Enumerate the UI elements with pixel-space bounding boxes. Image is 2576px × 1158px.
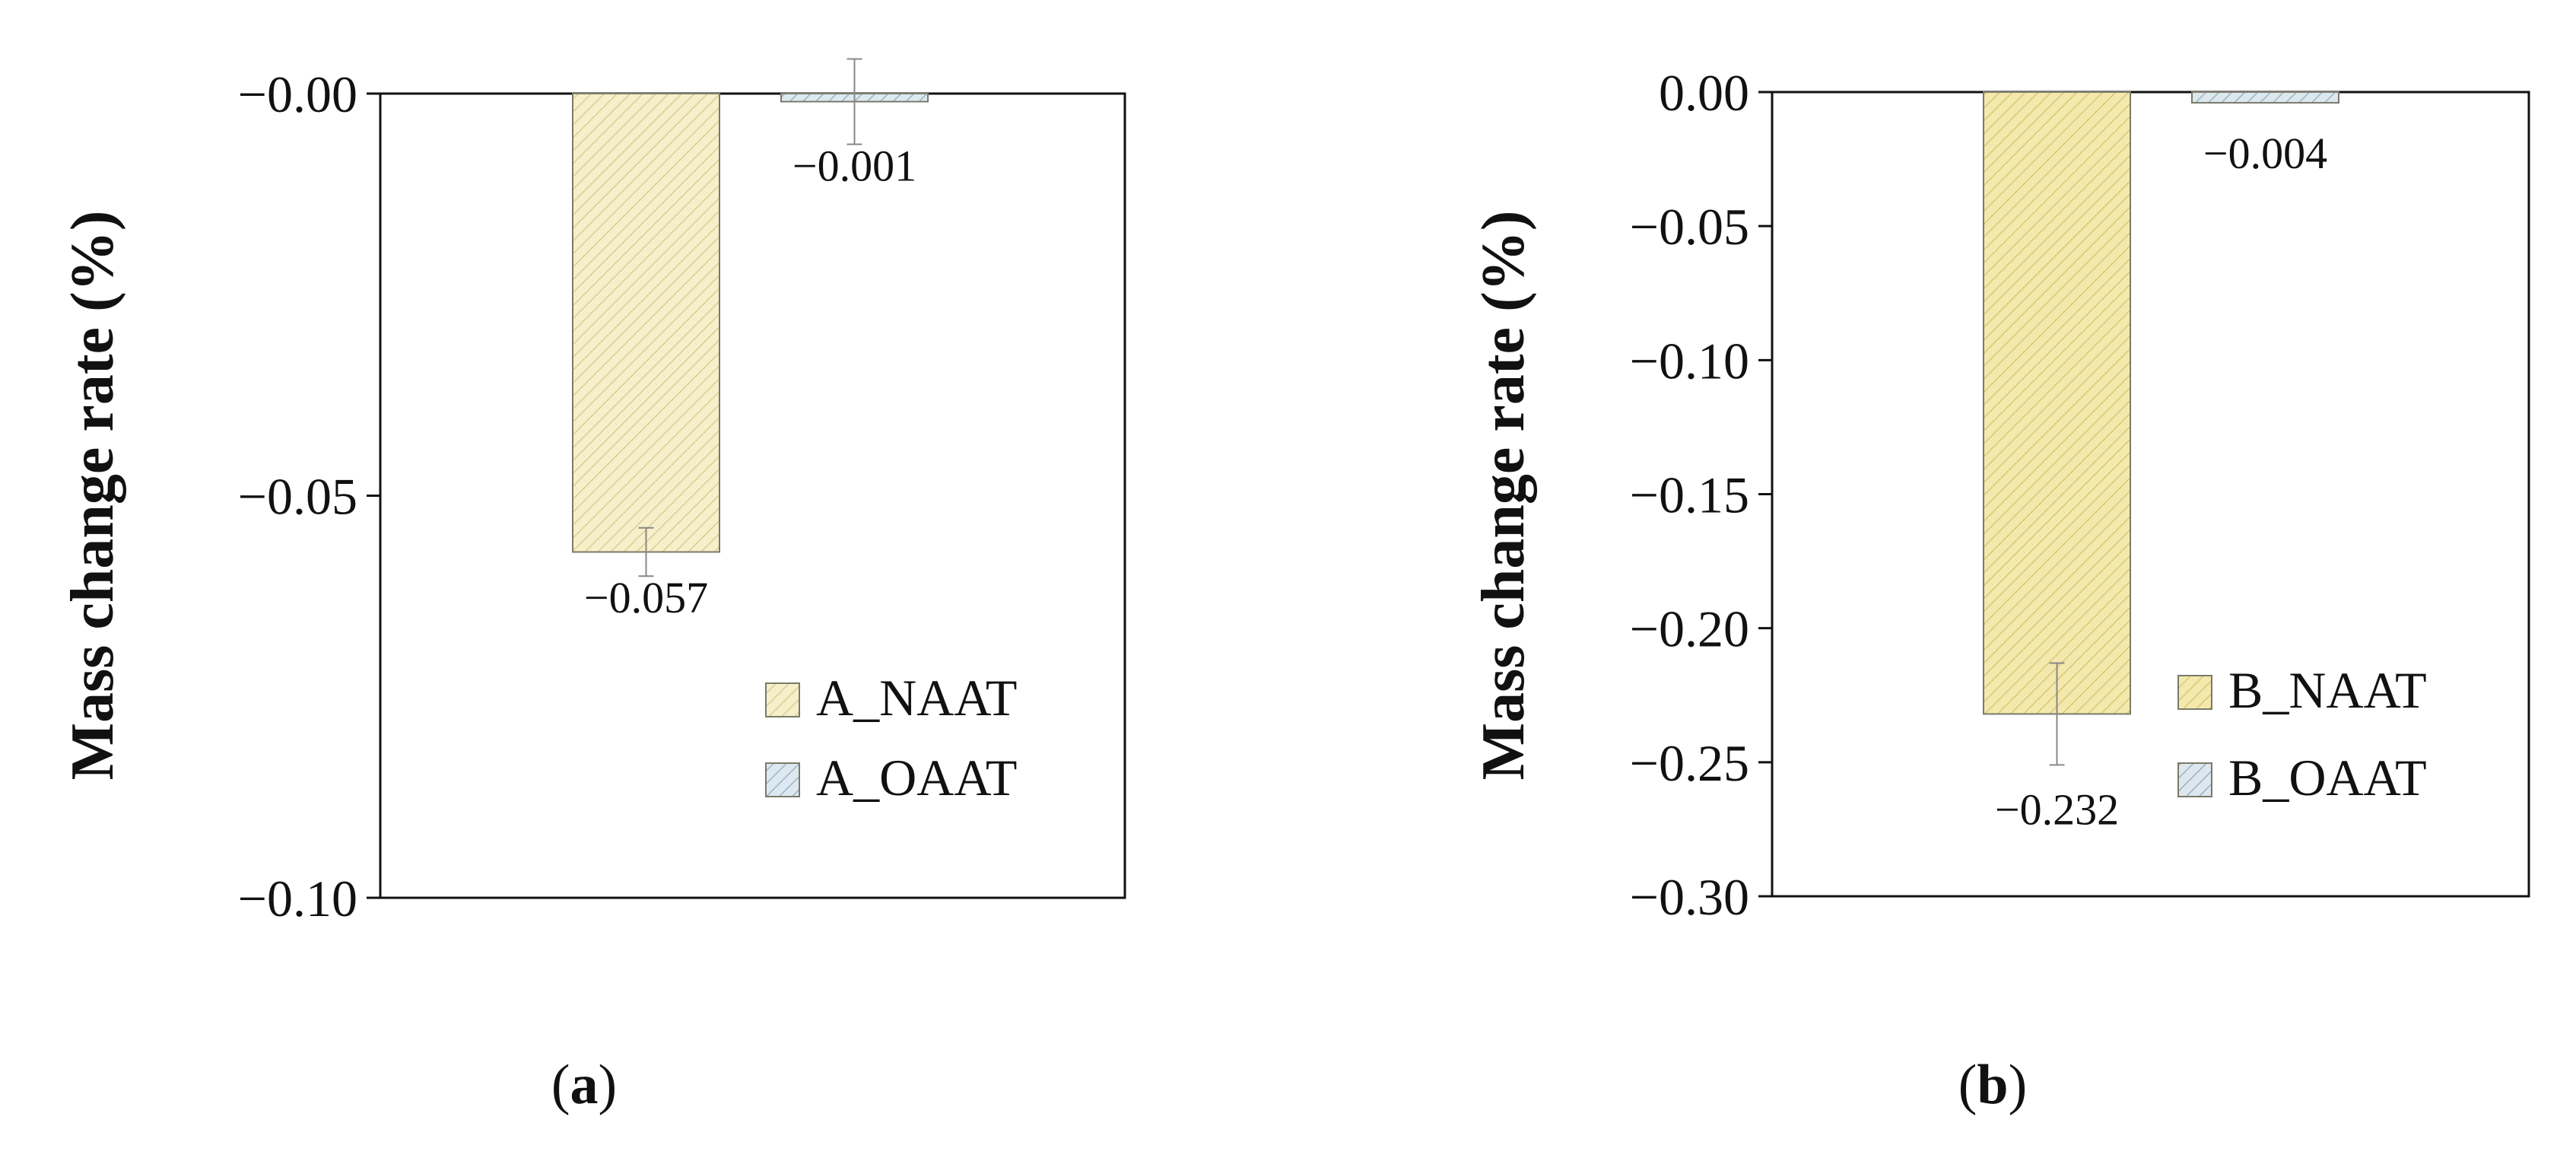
legend-label-A_OAAT: A_OAAT [816, 749, 1017, 806]
data-label-A_NAAT: −0.057 [584, 573, 708, 622]
y-axis-label: Mass change rate (%) [59, 211, 126, 781]
y-tick-label: −0.05 [238, 468, 357, 526]
data-label-A_OAAT: −0.001 [792, 142, 916, 191]
legend-swatch-B_OAAT [2177, 762, 2212, 797]
y-tick-label: −0.05 [1630, 198, 1749, 256]
bar-A_NAAT [572, 93, 720, 553]
legend-swatch-B_NAAT [2177, 675, 2212, 710]
legend-swatch-A_OAAT [765, 762, 800, 797]
y-tick-label: −0.25 [1630, 734, 1749, 792]
panel-a: −0.00 −0.05 −0.10 Mass change rate (%) −0.05… [59, 58, 1126, 1116]
bar-B_OAAT [2191, 91, 2339, 104]
legend-label-B_NAAT: B_NAAT [2228, 661, 2427, 719]
panel-caption: (b) [1958, 1054, 2027, 1116]
y-axis-label: Mass change rate (%) [1470, 211, 1537, 781]
y-tick-label: −0.30 [1630, 868, 1749, 926]
legend-label-B_OAAT: B_OAAT [2228, 749, 2427, 806]
data-label-B_OAAT: −0.004 [2203, 129, 2327, 178]
y-tick-label: −0.10 [238, 870, 357, 927]
legend-swatch-A_NAAT [765, 682, 800, 717]
legend-label-A_NAAT: A_NAAT [816, 669, 1017, 727]
panel-caption: (a) [551, 1054, 617, 1116]
y-tick-label: −0.20 [1630, 600, 1749, 658]
y-tick-label: 0.00 [1659, 64, 1749, 122]
data-label-B_NAAT: −0.232 [1995, 784, 2119, 834]
panel-b: 0.00 −0.05 −0.10 −0.15 −0.20 −0.25 −0.30 Mass c… [1470, 64, 2530, 1116]
bar-B_NAAT [1983, 91, 2131, 715]
y-tick-label: −0.10 [1630, 332, 1749, 390]
y-tick-label: −0.00 [238, 65, 357, 123]
y-tick-label: −0.15 [1630, 466, 1749, 524]
